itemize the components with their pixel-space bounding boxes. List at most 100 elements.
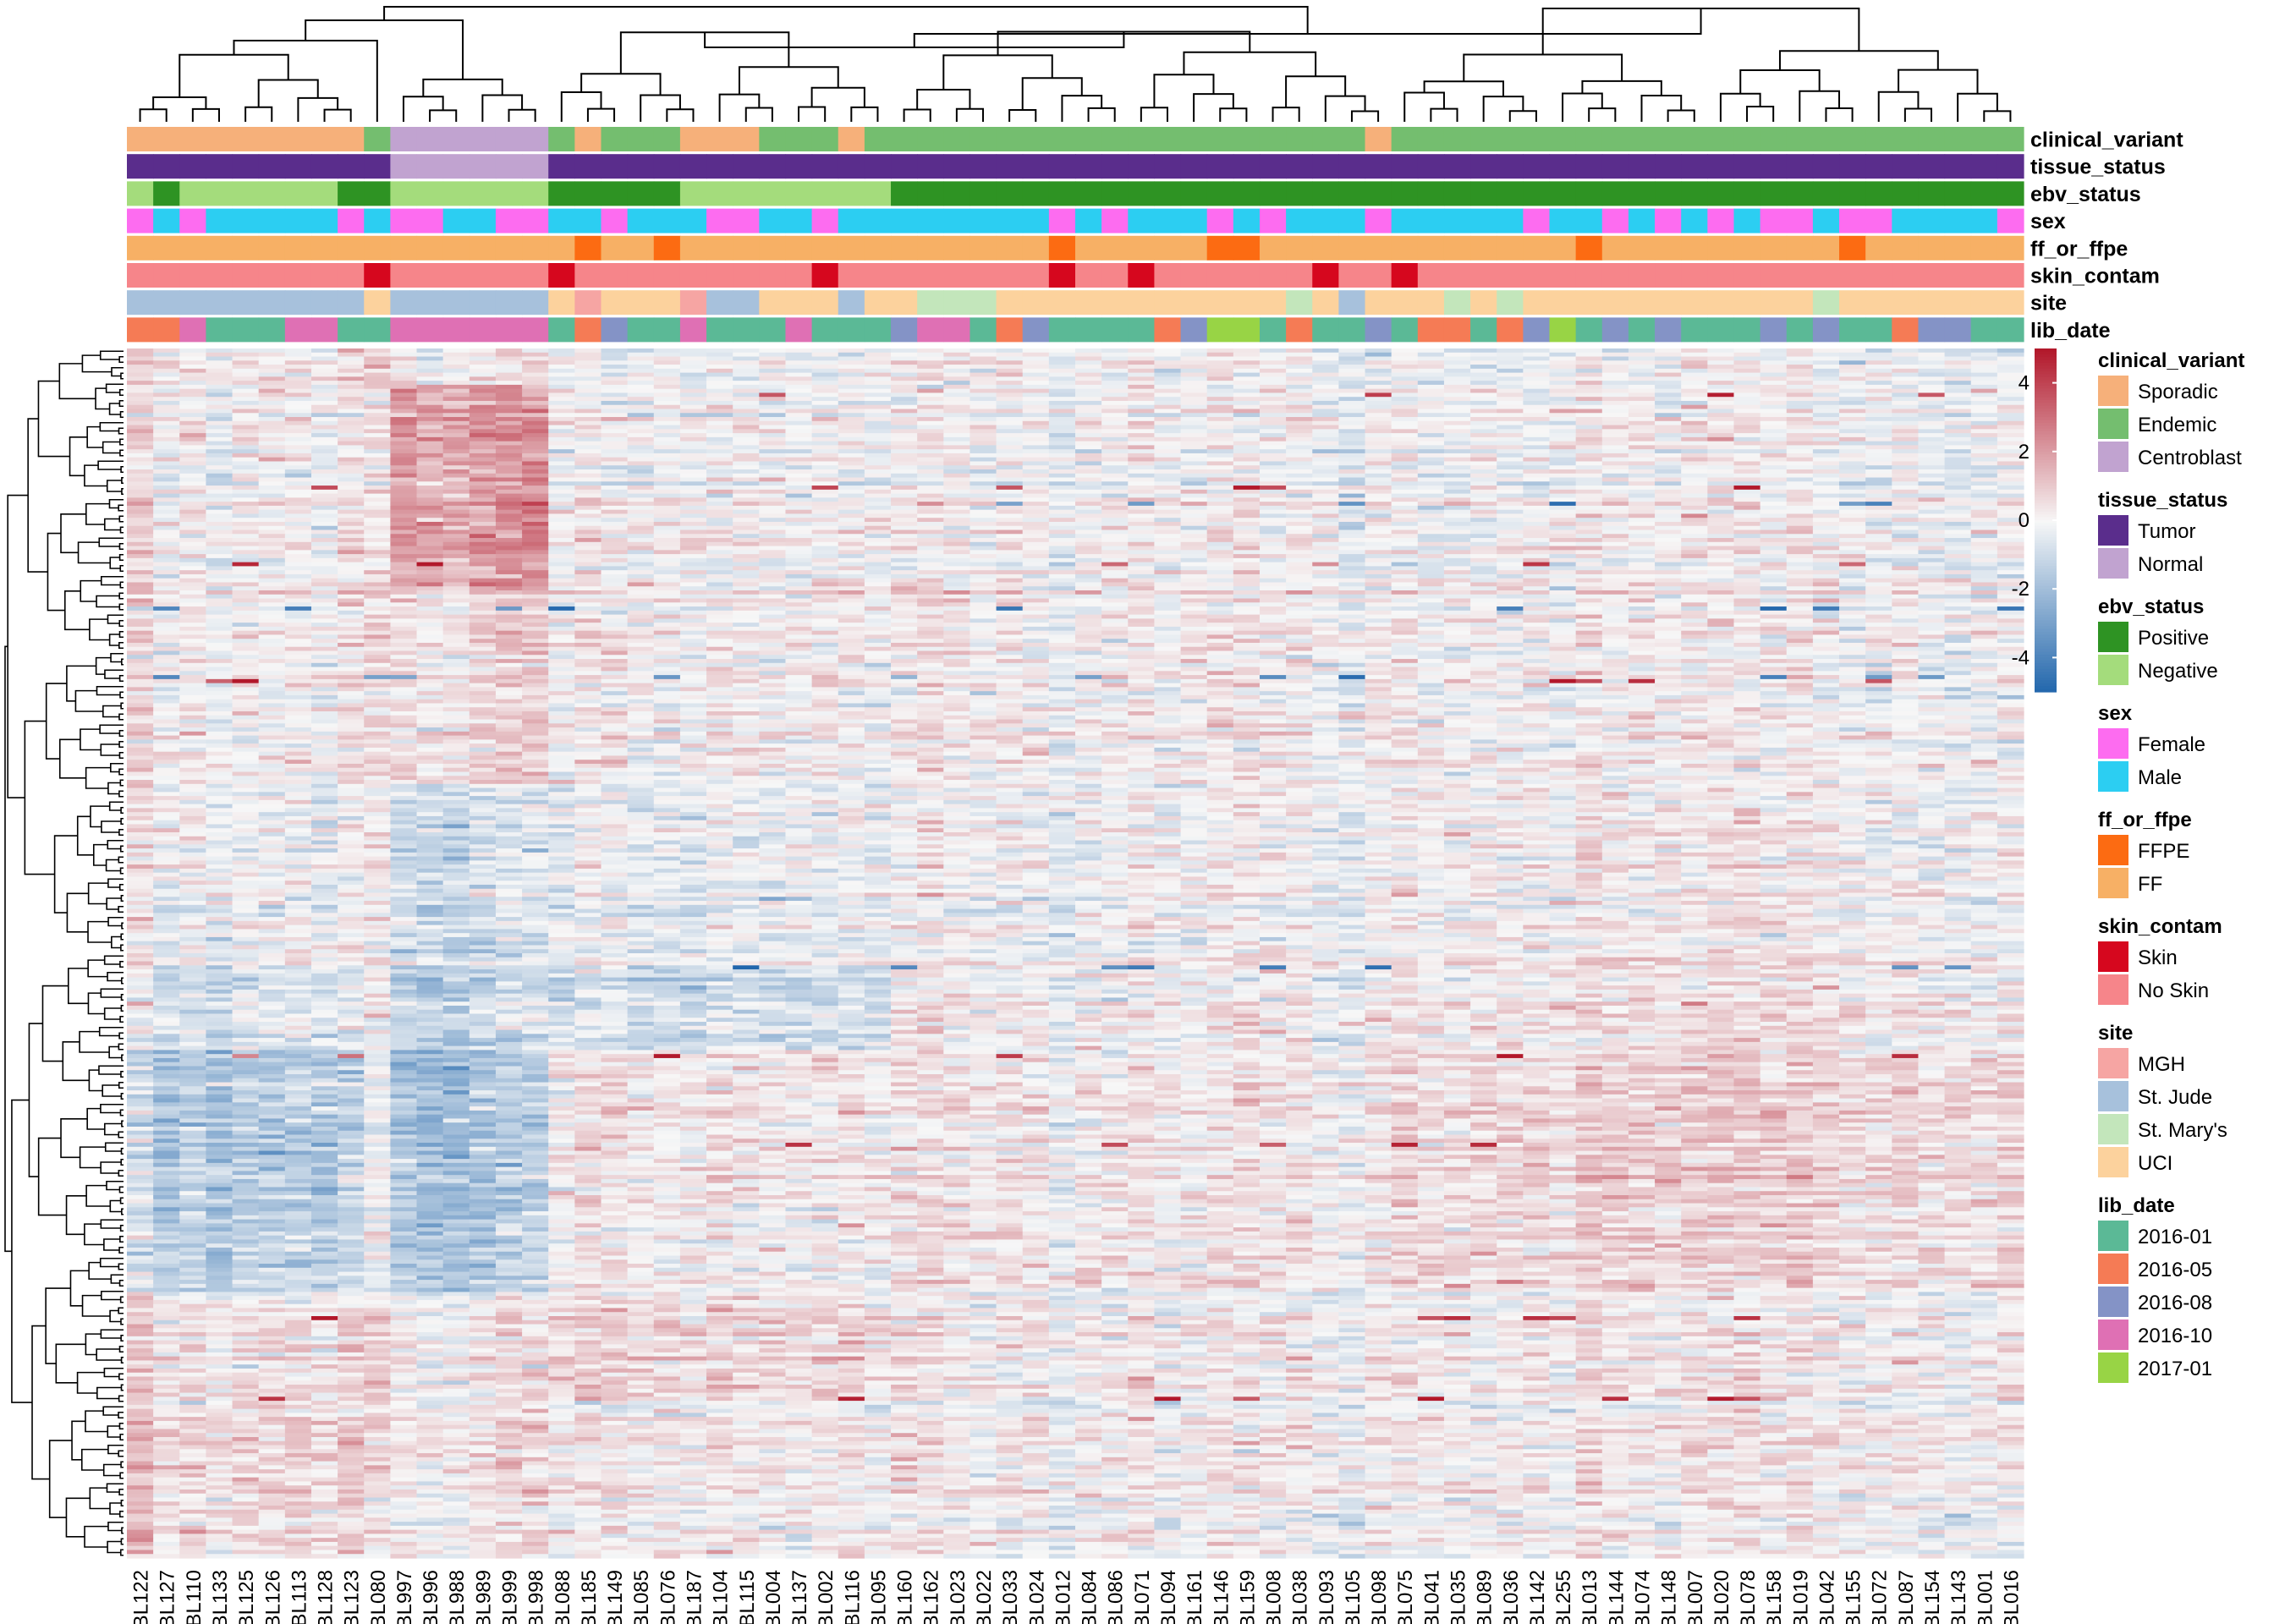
track-cell-clinical_variant	[233, 127, 260, 151]
heatmap-cell	[153, 353, 180, 357]
column-dendrogram-link	[1747, 107, 1773, 122]
heatmap-cell	[1787, 360, 1814, 365]
track-cell-ebv_status	[1444, 181, 1471, 206]
heatmap-cell	[917, 381, 944, 385]
heatmap-cell	[1444, 401, 1471, 405]
heatmap-cell	[759, 401, 786, 405]
heatmap-cell	[1523, 373, 1550, 377]
track-cell-site	[1101, 290, 1129, 315]
heatmap-cell	[1049, 369, 1076, 373]
heatmap-cell	[654, 392, 681, 397]
track-cell-clinical_variant	[1312, 127, 1339, 151]
track-cell-lib_date	[1681, 317, 1708, 342]
heatmap-cell	[1550, 365, 1577, 369]
track-cell-clinical_variant	[1681, 127, 1708, 151]
heatmap-cell	[865, 389, 892, 393]
heatmap-cell	[838, 369, 865, 373]
heatmap-cell	[1602, 405, 1629, 409]
heatmap-cell	[1918, 360, 1945, 365]
track-cell-clinical_variant	[1101, 127, 1129, 151]
heatmap-cell	[1023, 360, 1050, 365]
heatmap-cell	[1075, 353, 1102, 357]
heatmap-cell	[917, 401, 944, 405]
track-cell-sex	[812, 209, 839, 233]
track-cell-site	[1181, 290, 1208, 315]
track-cell-ebv_status	[891, 181, 918, 206]
track-cell-tissue_status	[1918, 154, 1945, 178]
track-cell-lib_date	[1892, 317, 1919, 342]
heatmap-cell	[470, 376, 497, 381]
row-dendrogram-link	[119, 632, 124, 638]
heatmap-cell	[1629, 360, 1656, 365]
track-cell-site	[733, 290, 760, 315]
heatmap-cell	[548, 357, 575, 361]
heatmap-cell	[1418, 357, 1445, 361]
track-cell-sex	[1865, 209, 1892, 233]
heatmap-cell	[548, 392, 575, 397]
row-dendrogram-link	[118, 1413, 124, 1418]
heatmap-cell	[1629, 392, 1656, 397]
heatmap-cell	[1286, 369, 1313, 373]
heatmap-cell	[548, 389, 575, 393]
track-cell-ebv_status	[285, 181, 312, 206]
heatmap-cell	[1839, 385, 1866, 389]
heatmap-cell	[1128, 417, 1155, 421]
heatmap-cell	[1707, 397, 1734, 401]
track-cell-tissue_status	[1049, 154, 1076, 178]
track-cell-ebv_status	[1707, 181, 1734, 206]
heatmap-cell	[443, 360, 470, 365]
row-dendrogram-link	[122, 1209, 124, 1215]
track-cell-ff_or_ffpe	[1629, 236, 1656, 261]
heatmap-cell	[364, 409, 391, 414]
heatmap-cell	[654, 348, 681, 353]
track-cell-ff_or_ffpe	[470, 236, 497, 261]
track-cell-clinical_variant	[812, 127, 839, 151]
track-cell-tissue_status	[1286, 154, 1313, 178]
heatmap-cell	[733, 369, 760, 373]
column-dendrogram-link	[193, 109, 219, 122]
heatmap-cell	[417, 385, 444, 389]
heatmap-cell	[1602, 353, 1629, 357]
track-cell-clinical_variant	[759, 127, 786, 151]
heatmap-cell	[1365, 365, 1392, 369]
heatmap-cell	[1128, 373, 1155, 377]
heatmap-cell	[1101, 389, 1129, 393]
heatmap-cell	[417, 392, 444, 397]
heatmap-cell	[259, 357, 286, 361]
heatmap-cell	[1101, 373, 1129, 377]
track-cell-lib_date	[1392, 317, 1419, 342]
row-dendrogram-link	[119, 1248, 124, 1254]
heatmap-cell	[1523, 389, 1550, 393]
heatmap-cell	[785, 353, 812, 357]
track-cell-site	[1392, 290, 1419, 315]
track-cell-tissue_status	[1128, 154, 1155, 178]
heatmap-cell	[206, 417, 233, 421]
heatmap-cell	[1444, 373, 1471, 377]
heatmap-cell	[1075, 376, 1102, 381]
track-cell-lib_date	[997, 317, 1024, 342]
heatmap-cell	[1971, 357, 1998, 361]
heatmap-cell	[1865, 397, 1892, 401]
heatmap-cell	[1523, 365, 1550, 369]
heatmap-cell	[1629, 413, 1656, 417]
track-cell-ff_or_ffpe	[259, 236, 286, 261]
track-cell-lib_date	[654, 317, 681, 342]
column-dendrogram-link	[325, 110, 351, 122]
track-cell-skin_contam	[1101, 263, 1129, 288]
heatmap-cell	[1181, 360, 1208, 365]
heatmap-cell	[680, 405, 707, 409]
track-cell-lib_date	[1523, 317, 1550, 342]
row-dendrogram-link	[85, 465, 107, 486]
heatmap-cell	[1101, 369, 1129, 373]
heatmap-cell	[153, 401, 180, 405]
heatmap-cell	[1207, 348, 1234, 353]
heatmap-cell	[206, 413, 233, 417]
heatmap-cell	[548, 348, 575, 353]
track-cell-tissue_status	[1839, 154, 1866, 178]
heatmap-cell	[1576, 413, 1603, 417]
heatmap-cell	[1233, 360, 1261, 365]
heatmap-cell	[1629, 381, 1656, 385]
track-cell-clinical_variant	[917, 127, 944, 151]
heatmap-cell	[1733, 392, 1760, 397]
heatmap-cell	[1971, 389, 1998, 393]
